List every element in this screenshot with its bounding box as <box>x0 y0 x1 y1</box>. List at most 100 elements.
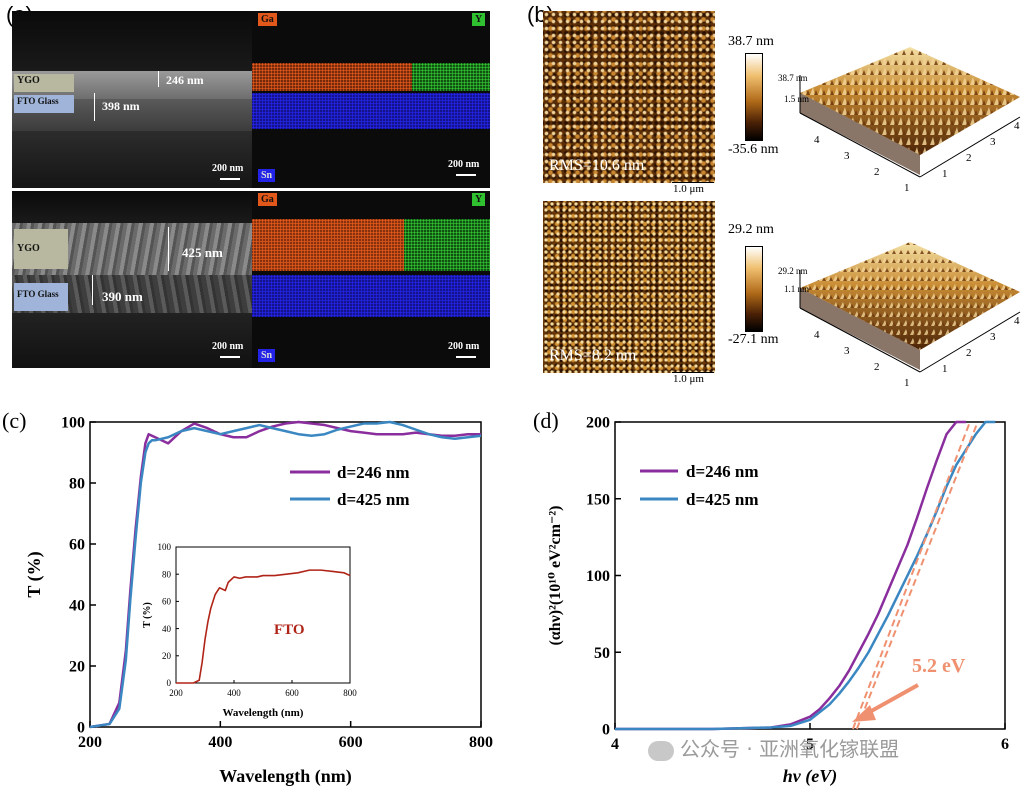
y-tick-label: 150 <box>586 491 610 508</box>
afm-scale-bottom: 1.0 μm <box>673 373 704 385</box>
x-tick-2-bottom: 2 <box>874 361 880 373</box>
inset-y-axis-label: T (%) <box>142 602 153 628</box>
cbar-max-bottom: 29.2 nm <box>728 222 774 237</box>
eds-label-sn-bottom: Sn <box>258 349 276 362</box>
colorbar-bottom <box>745 246 763 332</box>
inset-x-axis-label: Wavelength (nm) <box>223 707 304 719</box>
panel-d-label: (d) <box>533 408 559 433</box>
y-axis-label: (αhν)²(10¹⁰ eV²cm⁻²) <box>547 505 564 645</box>
scale-bar <box>456 356 476 358</box>
scale-bar <box>456 174 476 176</box>
y-tick-label: 0 <box>167 678 172 688</box>
plot-frame <box>614 421 1006 730</box>
y-tick-label: 200 <box>586 415 610 432</box>
x-tick-label: 800 <box>343 688 357 698</box>
x-axis-label: Wavelength (nm) <box>219 766 352 786</box>
series-line-2 <box>615 420 996 731</box>
x-tick-label: 600 <box>285 688 299 698</box>
x-axis-label: hν (eV) <box>783 766 837 786</box>
scale-bar <box>220 178 240 180</box>
y-tick-label: 0 <box>77 720 85 737</box>
y-tick-1-top: 1 <box>942 168 948 180</box>
scale-eds-bottom: 200 nm <box>448 341 480 352</box>
ygo-tag-top: YGO <box>14 74 74 92</box>
afm-scale-bar-bottom <box>672 372 714 373</box>
eds-label-ga-bottom: Ga <box>258 193 277 206</box>
x-tick-label: 5 <box>806 736 814 753</box>
legend-label: d=246 nm <box>337 463 410 482</box>
chart-d: (d) 4 5 6 0 50 100 150 200 5.2 eV hν (eV) (αhν)²(10… <box>533 408 1009 786</box>
eds-label-y-top: Y <box>472 13 486 26</box>
x-tick-3-top: 3 <box>844 150 850 162</box>
y-axis-label: T (%) <box>24 551 45 597</box>
scale-sem-top: 200 nm <box>212 163 244 174</box>
x-tick-3-bottom: 3 <box>844 345 850 357</box>
x-tick-label: 400 <box>208 734 232 751</box>
y-tick-3-bottom: 3 <box>990 331 996 343</box>
x-tick-2-top: 2 <box>874 166 880 178</box>
y-tick-4-bottom: 4 <box>1014 315 1020 327</box>
plot-frame <box>175 546 351 684</box>
afm-image-top: RMS=10.6 nm <box>543 11 715 183</box>
afm-scale-top: 1.0 μm <box>673 183 704 195</box>
scale-bar <box>220 356 240 358</box>
x-tick-4-bottom: 4 <box>814 329 820 341</box>
sem-image-bottom: YGO FTO Glass 425 nm 390 nm 200 nm <box>12 191 252 368</box>
x-tick-label: 200 <box>169 688 183 698</box>
cbar-min-bottom: -27.1 nm <box>728 332 779 347</box>
cbar-max-top: 38.7 nm <box>728 34 774 49</box>
afm-rms-bottom: RMS=8.2 nm <box>549 347 637 364</box>
y-tick-label: 100 <box>158 542 172 552</box>
series-line-2 <box>89 420 482 729</box>
legend-label: d=425 nm <box>337 490 410 509</box>
eds-label-sn-top: Sn <box>258 169 276 182</box>
inset-series-line <box>176 569 351 684</box>
eds-label-y-bottom: Y <box>472 193 486 206</box>
y-tick-2-top: 2 <box>966 152 972 164</box>
scale-eds-top: 200 nm <box>448 159 480 170</box>
y-tick-label: 20 <box>162 651 172 661</box>
x-tick-label: 4 <box>611 736 619 753</box>
annotation-arrowhead <box>852 705 876 722</box>
eds-map-top: Ga Y Sn 200 nm <box>252 11 490 188</box>
x-tick-label: 6 <box>1001 736 1009 753</box>
x-tick-label: 800 <box>469 734 493 751</box>
watermark-text: 公众号 · 亚洲氧化镓联盟 <box>680 737 900 761</box>
eds-map-bottom: Ga Y Sn 200 nm <box>252 191 490 368</box>
y-tick-label: 50 <box>594 645 610 662</box>
ygo-thickness-top: 246 nm <box>166 73 204 87</box>
watermark: 公众号 · 亚洲氧化镓联盟 <box>648 733 899 762</box>
z-mid-bottom: 1.1 nm <box>784 284 809 294</box>
y-tick-label: 60 <box>162 597 172 607</box>
x-tick-label: 200 <box>78 734 102 751</box>
legend-label: d=425 nm <box>686 490 759 509</box>
x-tick-label: 600 <box>339 734 363 751</box>
y-tick-label: 100 <box>61 415 85 432</box>
series-line-1 <box>615 420 966 731</box>
afm-rms-top: RMS=10.6 nm <box>549 157 645 174</box>
inset-annotation: FTO <box>274 622 305 638</box>
colorbar-top <box>745 53 763 141</box>
y-tick-label: 80 <box>162 569 172 579</box>
afm-3d-bottom: 29.2 nm 1.1 nm 1 2 3 4 1 2 3 4 <box>778 242 1021 389</box>
annotation-label: 5.2 eV <box>912 655 966 677</box>
fit-line-2 <box>855 421 979 730</box>
cbar-min-top: -35.6 nm <box>728 142 779 157</box>
x-tick-1-top: 1 <box>904 182 910 194</box>
sem-image-top: YGO FTO Glass 246 nm 398 nm 200 nm <box>12 11 252 188</box>
y-tick-1-bottom: 1 <box>942 363 948 375</box>
scale-sem-bottom: 200 nm <box>212 341 244 352</box>
legend-label: d=246 nm <box>686 462 759 481</box>
y-tick-label: 40 <box>69 598 85 615</box>
fto-thickness-bottom: 390 nm <box>102 289 143 304</box>
chart-c: (c) 200 400 600 800 0 20 40 60 80 100 Wavelength (n… <box>2 408 493 786</box>
fit-line-1 <box>851 421 971 730</box>
afm-image-bottom: RMS=8.2 nm <box>543 201 715 373</box>
y-tick-label: 100 <box>586 568 610 585</box>
z-max-bottom: 29.2 nm <box>778 266 808 276</box>
fto-tag-bottom: FTO Glass <box>14 283 68 311</box>
x-tick-4-top: 4 <box>814 134 820 146</box>
fto-tag-top: FTO Glass <box>14 95 74 113</box>
panel-c-label: (c) <box>2 408 26 433</box>
